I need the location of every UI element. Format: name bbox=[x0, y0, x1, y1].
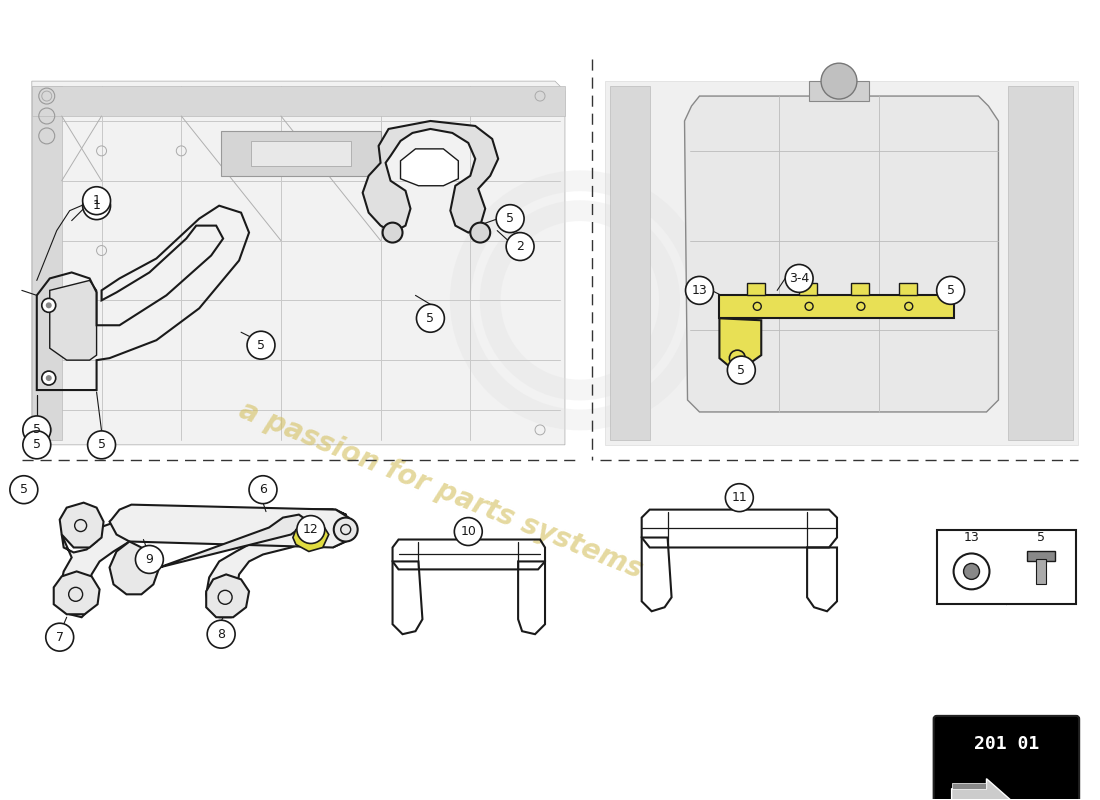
Polygon shape bbox=[952, 782, 987, 789]
Polygon shape bbox=[719, 295, 954, 318]
Polygon shape bbox=[206, 574, 249, 618]
Circle shape bbox=[964, 563, 979, 579]
Polygon shape bbox=[32, 81, 565, 445]
Circle shape bbox=[135, 546, 163, 574]
Circle shape bbox=[417, 304, 444, 332]
Text: 9: 9 bbox=[145, 553, 153, 566]
Circle shape bbox=[23, 431, 51, 458]
Circle shape bbox=[46, 623, 74, 651]
FancyBboxPatch shape bbox=[934, 716, 1079, 800]
Polygon shape bbox=[719, 318, 761, 368]
Circle shape bbox=[937, 277, 965, 304]
Polygon shape bbox=[747, 283, 766, 295]
Polygon shape bbox=[110, 514, 309, 594]
Text: 5: 5 bbox=[98, 438, 106, 451]
Polygon shape bbox=[206, 510, 351, 618]
Text: 10: 10 bbox=[460, 525, 476, 538]
Text: 201 01: 201 01 bbox=[974, 735, 1040, 753]
Circle shape bbox=[207, 620, 235, 648]
Text: 2: 2 bbox=[516, 240, 524, 253]
Polygon shape bbox=[810, 81, 869, 101]
Text: 5: 5 bbox=[506, 212, 514, 225]
Polygon shape bbox=[363, 121, 498, 233]
Circle shape bbox=[10, 476, 37, 504]
Bar bbox=[1027, 551, 1055, 562]
Polygon shape bbox=[899, 283, 916, 295]
Circle shape bbox=[785, 265, 813, 292]
Polygon shape bbox=[59, 502, 103, 547]
Circle shape bbox=[23, 416, 51, 444]
Text: 13: 13 bbox=[964, 531, 979, 544]
Polygon shape bbox=[1009, 86, 1074, 440]
Polygon shape bbox=[684, 96, 999, 412]
Polygon shape bbox=[59, 505, 132, 618]
Circle shape bbox=[471, 222, 491, 242]
Polygon shape bbox=[54, 571, 100, 614]
Circle shape bbox=[46, 375, 52, 381]
Text: 13: 13 bbox=[692, 284, 707, 297]
Polygon shape bbox=[952, 778, 1011, 800]
Text: 1: 1 bbox=[92, 194, 100, 207]
Circle shape bbox=[88, 431, 116, 458]
Polygon shape bbox=[851, 283, 869, 295]
Polygon shape bbox=[293, 519, 329, 551]
Circle shape bbox=[506, 233, 535, 261]
Circle shape bbox=[249, 476, 277, 504]
Circle shape bbox=[42, 298, 56, 312]
Text: 3-4: 3-4 bbox=[789, 272, 810, 285]
Polygon shape bbox=[32, 86, 62, 440]
Text: 5: 5 bbox=[1037, 531, 1045, 544]
Polygon shape bbox=[221, 131, 381, 176]
Circle shape bbox=[685, 277, 714, 304]
Circle shape bbox=[725, 484, 754, 512]
Polygon shape bbox=[605, 81, 1078, 445]
Circle shape bbox=[727, 356, 756, 384]
Polygon shape bbox=[799, 283, 817, 295]
Text: 8: 8 bbox=[217, 628, 226, 641]
Circle shape bbox=[297, 515, 324, 543]
Polygon shape bbox=[50, 281, 97, 360]
Circle shape bbox=[82, 192, 110, 220]
Circle shape bbox=[383, 222, 403, 242]
Polygon shape bbox=[609, 86, 650, 440]
Text: 5: 5 bbox=[20, 483, 28, 496]
Circle shape bbox=[333, 518, 358, 542]
Circle shape bbox=[248, 331, 275, 359]
Text: 11: 11 bbox=[732, 491, 747, 504]
Polygon shape bbox=[400, 149, 459, 186]
Circle shape bbox=[46, 302, 52, 308]
Text: 5: 5 bbox=[427, 312, 434, 325]
Polygon shape bbox=[110, 505, 353, 547]
Circle shape bbox=[82, 186, 110, 214]
Circle shape bbox=[454, 518, 482, 546]
Text: 5: 5 bbox=[947, 284, 955, 297]
Circle shape bbox=[42, 371, 56, 385]
Text: 5: 5 bbox=[737, 364, 746, 377]
Text: 5: 5 bbox=[257, 338, 265, 352]
Circle shape bbox=[821, 63, 857, 99]
Polygon shape bbox=[251, 141, 351, 166]
Text: 6: 6 bbox=[260, 483, 267, 496]
Text: 1: 1 bbox=[92, 199, 100, 212]
Circle shape bbox=[496, 205, 524, 233]
Polygon shape bbox=[32, 86, 565, 116]
Bar bbox=[1036, 559, 1046, 584]
Text: 12: 12 bbox=[302, 523, 319, 536]
Text: 5: 5 bbox=[33, 438, 41, 451]
Text: 7: 7 bbox=[56, 630, 64, 644]
Text: a passion for parts systems: a passion for parts systems bbox=[234, 396, 646, 584]
Text: 5: 5 bbox=[33, 423, 41, 436]
Bar bbox=[937, 530, 1076, 604]
